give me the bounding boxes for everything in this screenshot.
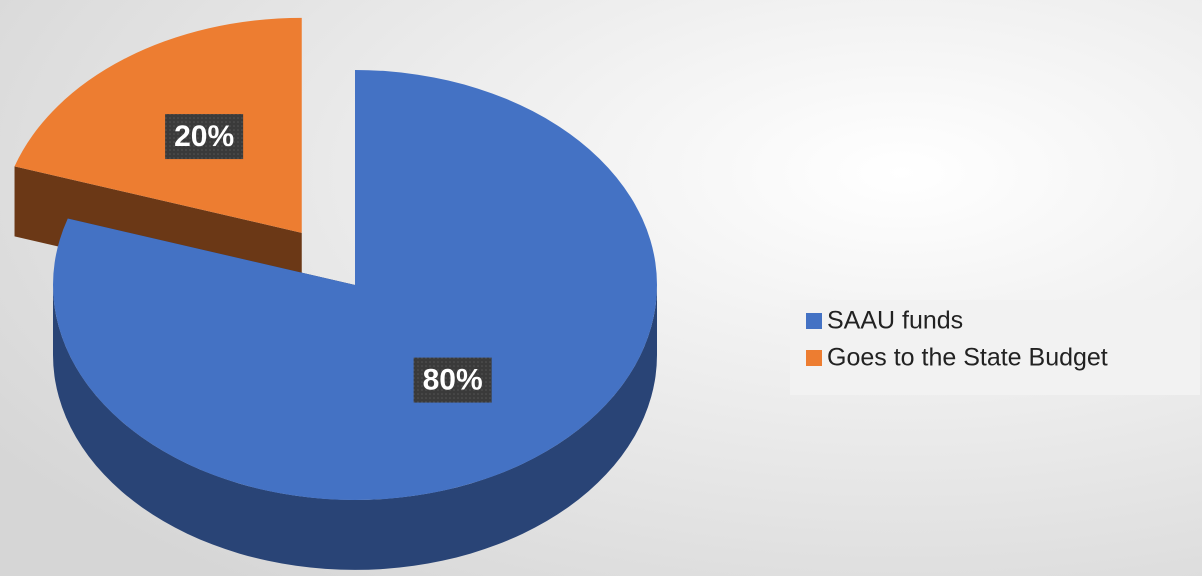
legend-label: SAAU funds [827, 307, 963, 335]
slice-top [52, 70, 658, 500]
legend-swatch [806, 313, 822, 329]
data-label-box [413, 357, 492, 403]
slice-side [53, 285, 657, 570]
data-label: 20% [174, 120, 234, 153]
legend-swatch [806, 350, 822, 366]
data-label: 80% [423, 364, 483, 397]
data-label-box [165, 114, 244, 160]
legend-label: Goes to the State Budget [827, 344, 1108, 372]
legend: SAAU funds Goes to the State Budget [806, 307, 1108, 372]
pie: 20% 80% [14, 17, 658, 570]
legend-box [790, 300, 1200, 395]
slice-top [14, 17, 302, 233]
slice: 80% [52, 70, 658, 570]
